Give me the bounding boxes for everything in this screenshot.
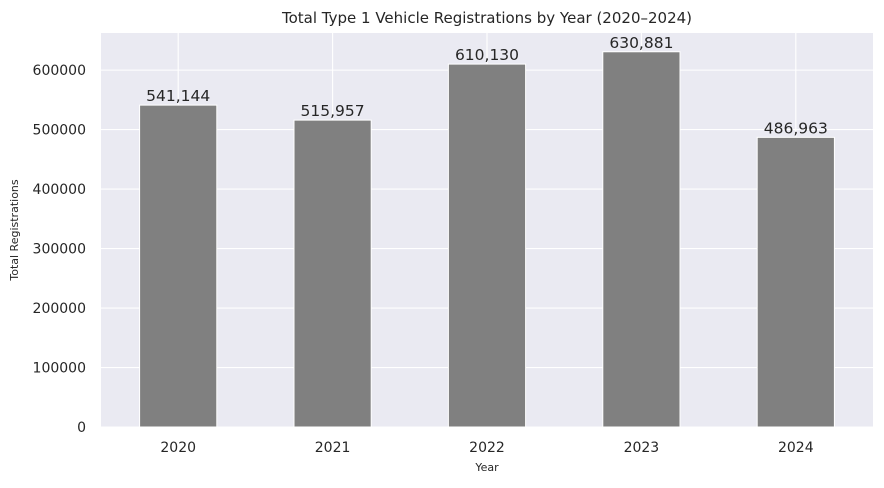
bar-value-label: 515,957 [301,102,365,120]
x-tick-label: 2024 [778,440,814,456]
bar-2023 [602,51,681,428]
bar-2021 [293,119,372,428]
x-tick-label: 2022 [469,440,505,456]
bar-2022 [447,63,527,428]
y-tick-label: 300000 [33,242,86,258]
x-tick-label: 2023 [624,440,660,456]
y-tick-label: 200000 [33,301,86,317]
bar-2020 [139,104,218,428]
y-tick-label: 0 [77,420,86,436]
chart-title: Total Type 1 Vehicle Registrations by Ye… [281,9,692,27]
y-tick-label: 600000 [33,63,86,79]
x-tick-label: 2021 [315,440,351,456]
bar-value-label: 486,963 [764,119,828,137]
x-tick-label: 2020 [160,440,196,456]
bars [139,51,835,428]
x-axis-label: Year [474,461,499,474]
bar-value-label: 630,881 [609,34,673,52]
y-axis-label: Total Registrations [8,179,21,282]
bar-2024 [756,136,835,428]
y-tick-label: 100000 [33,361,86,377]
y-axis-ticks: 0 100000 200000 300000 400000 500000 600000 [33,63,86,436]
bar-value-label: 610,130 [455,46,519,64]
x-axis-ticks: 2020 2021 2022 2023 2024 [160,440,813,456]
y-tick-label: 500000 [33,123,86,139]
data-labels: 541,144 515,957 610,130 630,881 486,963 [146,34,828,138]
y-tick-label: 400000 [33,182,86,198]
bar-value-label: 541,144 [146,87,210,105]
